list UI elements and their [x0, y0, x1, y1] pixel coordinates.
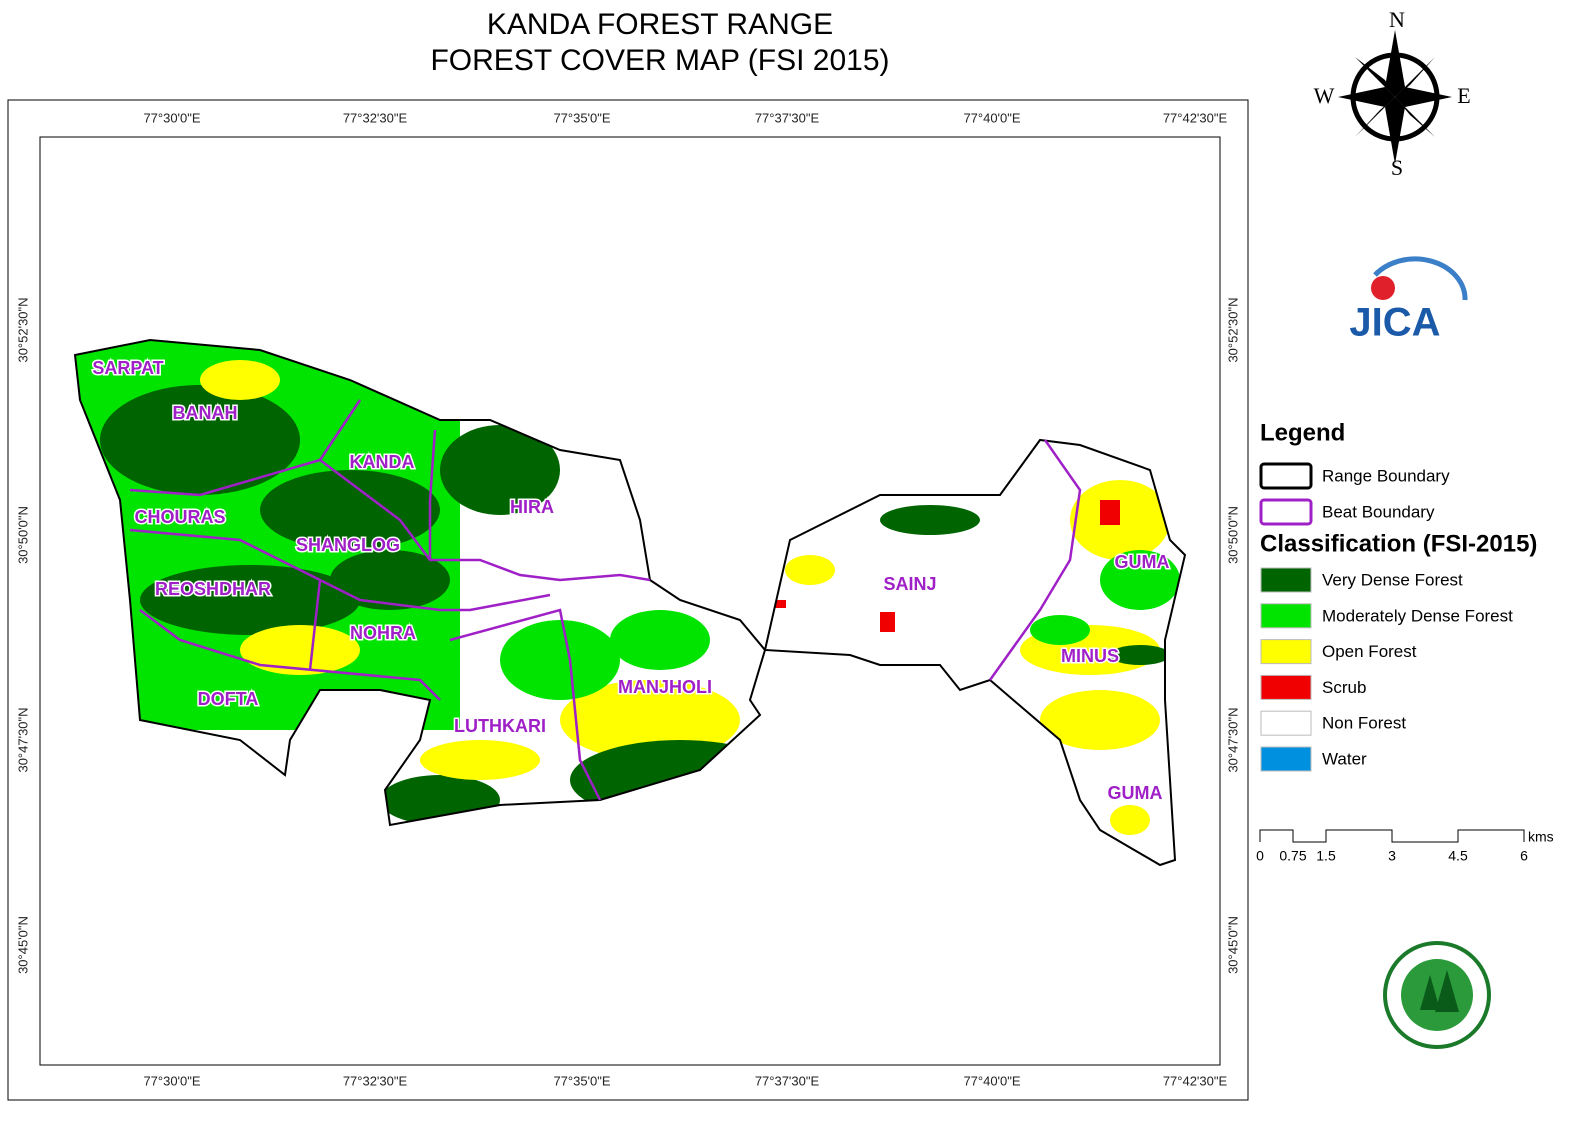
beat-label: SARPAT: [92, 358, 163, 378]
beat-label: CHOURAS: [134, 507, 225, 527]
compass-s: S: [1391, 155, 1403, 180]
legend-swatch: [1260, 674, 1312, 700]
scale-label: 4.5: [1448, 848, 1468, 864]
beat-label: MANJHOLI: [618, 677, 712, 697]
jica-logo: JICA: [1349, 256, 1468, 345]
scale-segment: [1325, 829, 1393, 842]
beat-label: REOSHDHAR: [155, 579, 271, 599]
scale-label: 3: [1388, 848, 1396, 864]
forest-dept-emblem: [1383, 941, 1491, 1049]
latitude-label: 30°52'30"N: [15, 297, 30, 362]
beat-label: SAINJ: [883, 574, 936, 594]
legend-label: Scrub: [1322, 678, 1366, 697]
graticule-labels: 77°30'0"E 77°30'0"E 77°32'30"E 77°32'30"E 77…: [15, 110, 1240, 1088]
legend-swatch: [1260, 603, 1312, 629]
scale-label: 1.5: [1316, 848, 1336, 864]
legend-swatch: [1260, 746, 1312, 772]
beat-label: GUMA: [1115, 552, 1170, 572]
longitude-label: 77°37'30"E: [755, 110, 820, 125]
range-boundary: [73, 338, 767, 827]
legend-title: Legend: [1260, 419, 1345, 446]
scale-label: 6: [1520, 848, 1528, 864]
range-boundary: [763, 438, 1187, 867]
longitude-label: 77°32'30"E: [343, 1073, 408, 1088]
longitude-label: 77°30'0"E: [143, 1073, 200, 1088]
beat-labels: SARPAT BANAH KANDA HIRA CHOURAS SHANGLOG REOSH…: [91, 356, 1171, 804]
scale-segment: [1259, 829, 1294, 842]
inner-frame: [39, 136, 1221, 1066]
outer-frame: [7, 99, 1249, 1101]
legend-swatch: [1259, 462, 1313, 490]
latitude-label: 30°50'0"N: [1225, 506, 1240, 564]
latitude-label: 30°47'30"N: [1225, 707, 1240, 772]
beat-label: BANAH: [173, 403, 238, 423]
longitude-label: 77°35'0"E: [553, 110, 610, 125]
logo-text: JICA: [1349, 301, 1440, 345]
scale-unit: kms: [1528, 829, 1554, 845]
beat-boundaries: [129, 399, 1082, 801]
scale-segment: [1391, 830, 1459, 843]
scale-label: 0.75: [1279, 848, 1306, 864]
scale-label: 0: [1256, 848, 1264, 864]
latitude-label: 30°52'30"N: [1225, 297, 1240, 362]
legend-label: Non Forest: [1322, 714, 1406, 733]
longitude-label: 77°32'30"E: [343, 110, 408, 125]
classification-title: Classification (FSI-2015): [1260, 530, 1537, 557]
legend-label: Very Dense Forest: [1322, 570, 1463, 589]
beat-label: MINUS: [1061, 646, 1119, 666]
scale-segment: [1457, 829, 1525, 842]
beat-label: HIRA: [510, 497, 554, 517]
beat-label: KANDA: [350, 452, 415, 472]
beat-label: NOHRA: [350, 623, 416, 643]
longitude-label: 77°40'0"E: [963, 110, 1020, 125]
beat-label: GUMA: [1108, 783, 1163, 803]
longitude-label: 77°42'30"E: [1163, 1073, 1228, 1088]
legend: Range Boundary Beat Boundary Very Dense Fo…: [1259, 462, 1513, 772]
title-line: FOREST COVER MAP (FSI 2015): [430, 44, 889, 77]
legend-swatch: [1260, 639, 1312, 665]
longitude-label: 77°40'0"E: [963, 1073, 1020, 1088]
west-block: [75, 340, 765, 825]
latitude-label: 30°45'0"N: [1225, 916, 1240, 974]
beat-label: LUTHKARI: [454, 716, 546, 736]
legend-label: Open Forest: [1322, 642, 1417, 661]
beat-label: SHANGLOG: [296, 535, 400, 555]
legend-label: Moderately Dense Forest: [1322, 606, 1513, 625]
legend-swatch: [1259, 498, 1313, 526]
title-line: KANDA FOREST RANGE: [487, 8, 833, 41]
legend-label: Beat Boundary: [1322, 502, 1435, 521]
north-arrow: N S E W: [1314, 7, 1471, 180]
latitude-label: 30°45'0"N: [15, 916, 30, 974]
scale-segment: [1292, 830, 1327, 843]
longitude-label: 77°35'0"E: [553, 1073, 610, 1088]
longitude-label: 77°37'30"E: [755, 1073, 820, 1088]
legend-label: Water: [1322, 749, 1367, 768]
legend-label: Range Boundary: [1322, 466, 1450, 485]
longitude-label: 77°42'30"E: [1163, 110, 1228, 125]
latitude-label: 30°47'30"N: [15, 707, 30, 772]
legend-swatch: [1260, 567, 1312, 593]
legend-swatch: [1260, 710, 1312, 736]
compass-w: W: [1314, 83, 1335, 108]
longitude-label: 77°30'0"E: [143, 110, 200, 125]
compass-n: N: [1389, 7, 1405, 32]
latitude-label: 30°50'0"N: [15, 506, 30, 564]
beat-label: DOFTA: [198, 689, 259, 709]
compass-e: E: [1457, 83, 1470, 108]
